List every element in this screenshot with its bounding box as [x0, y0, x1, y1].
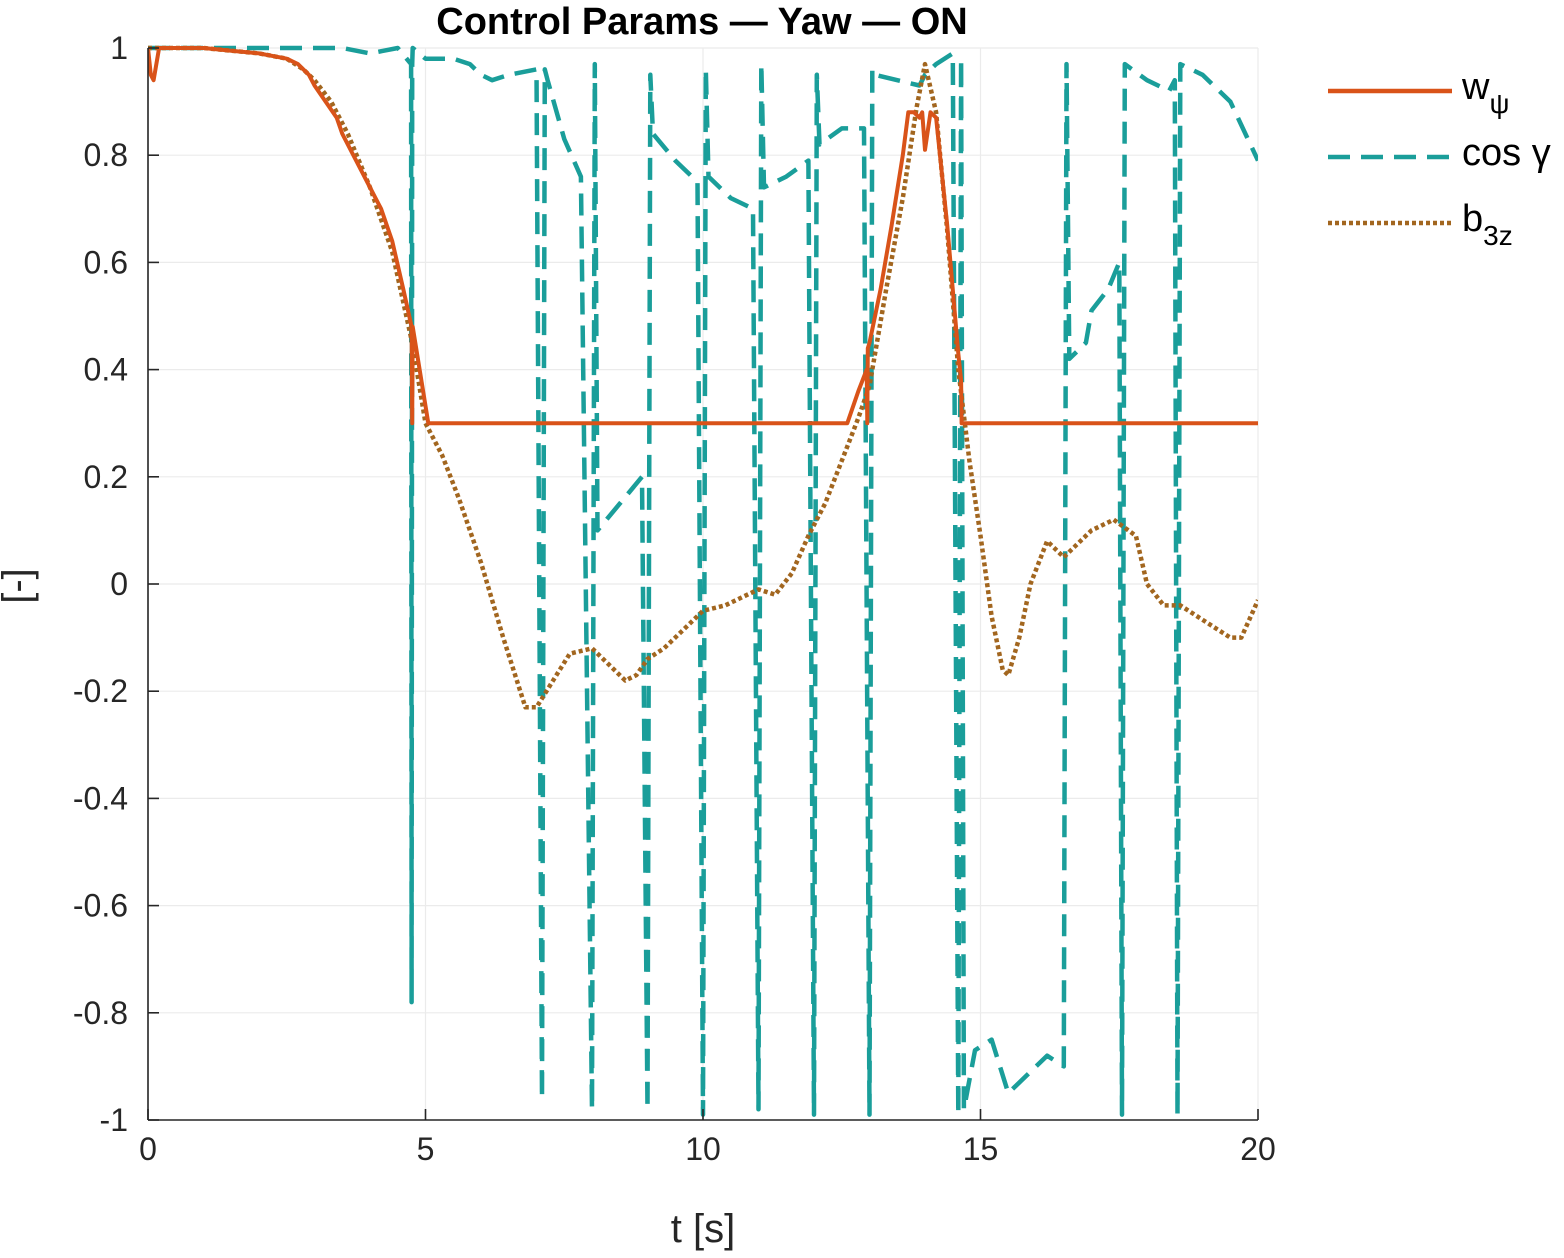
y-axis-label: [-] [0, 568, 39, 604]
y-tick-label: 1 [110, 30, 128, 66]
axes: 0 5 10 15 20 -1 -0.8 -0.6 -0.4 -0.2 0 0.2 0.4 0.6 0.8 1 [73, 30, 1276, 1167]
chart-title: Control Params — Yaw — ON [436, 1, 967, 43]
y-tick-label: 0.4 [84, 352, 128, 388]
y-tick-label: 0.6 [84, 244, 128, 280]
y-tick-label: 0 [110, 566, 128, 602]
legend-label-subscript: ψ [1489, 88, 1509, 119]
legend-label-subscript: 3z [1483, 220, 1513, 251]
y-tick-label: -0.2 [73, 673, 128, 709]
series-line-1 [148, 45, 1258, 1117]
series-line-2 [148, 45, 1258, 710]
x-tick-label: 15 [963, 1131, 999, 1167]
x-tick-label: 5 [417, 1131, 435, 1167]
y-tick-label: -1 [100, 1102, 128, 1138]
y-tick-label: -0.8 [73, 995, 128, 1031]
x-tick-label: 20 [1240, 1131, 1276, 1167]
legend-label: cos γ [1462, 132, 1551, 174]
x-axis-label: t [s] [671, 1207, 735, 1251]
y-tick-label: -0.4 [73, 780, 128, 816]
x-tick-label: 10 [685, 1131, 721, 1167]
y-tick-label: -0.6 [73, 888, 128, 924]
x-tick-label: 0 [139, 1131, 157, 1167]
plot-series [148, 45, 1258, 1117]
y-tick-label: 0.2 [84, 459, 128, 495]
series-line-0 [148, 46, 1258, 426]
y-tick-label: 0.8 [84, 137, 128, 173]
